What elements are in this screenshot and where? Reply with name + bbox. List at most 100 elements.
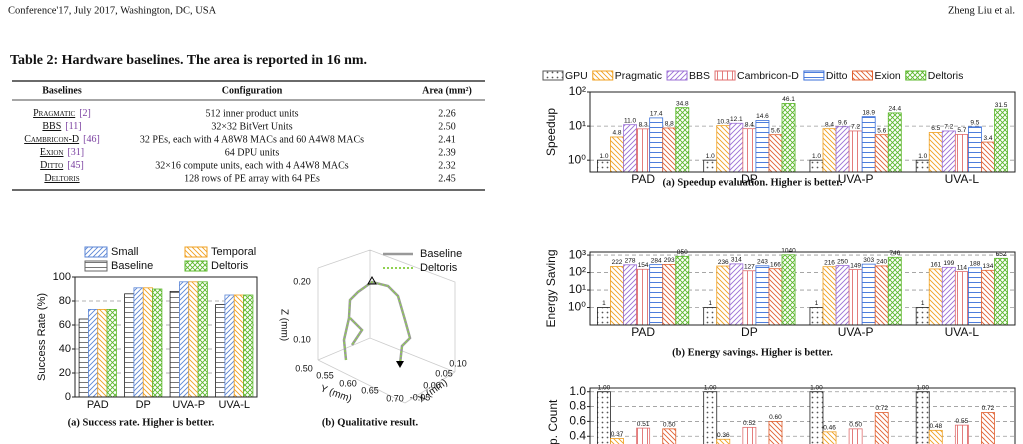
bar [968,267,982,326]
bar [623,264,637,326]
plot-frame [589,387,1016,444]
value-label: 114 [957,264,968,271]
value-label: 0.50 [663,422,676,429]
figure-caption: (a) Speedup evaluation. Higher is better… [663,177,843,188]
value-label: 243 [757,259,768,266]
area: 2.45 [438,173,456,184]
value-label: 1.0 [812,153,821,160]
bar [768,134,783,173]
bar [597,391,611,444]
bar [649,117,664,173]
value-label: 5.6 [771,127,780,134]
value-label: 1 [602,300,606,307]
value-label: 8.4 [745,121,754,128]
baseline-name: Deltoris [44,173,79,184]
figure-caption: (b) Energy savings. Higher is better. [672,347,833,358]
bar [887,112,902,173]
value-label: 0.52 [743,420,756,427]
x-tick-label: PAD [631,325,655,339]
y-tick-label: 20 [59,367,71,379]
value-label: 166 [770,261,781,268]
bar [597,307,611,326]
value-label: 134 [983,263,994,270]
deltoris-trajectory [343,281,411,365]
bar [954,424,969,444]
value-label: 31.5 [995,102,1008,109]
value-label: 0.48 [929,423,942,430]
value-label: 0.37 [611,431,624,438]
value-label: 1 [708,300,712,307]
bar [928,132,943,173]
bar [636,128,651,173]
value-label: 1.0 [599,153,608,160]
bar [610,438,624,444]
y-tick-label: 0.8 [569,399,586,413]
bar [874,265,889,326]
y-tick-label: 40 [59,343,71,355]
configuration: 32×32 BitVert Units [211,121,292,132]
bar [809,159,824,173]
bar [124,293,135,398]
baseline-name-cell: BBS [11] [42,121,81,132]
start-marker [367,275,377,285]
plot-frame [589,91,1016,173]
bar [662,263,677,326]
value-label: 284 [651,257,662,264]
table: Baselines Configuration Area (mm²) Pragmati… [12,80,485,191]
y-tick-label: 0.4 [569,428,586,442]
bar [106,308,117,398]
citation: [31] [67,147,84,158]
bar [755,265,770,326]
bar [197,281,208,398]
value-label: 278 [625,258,636,265]
bar [703,391,718,444]
qualitative-plot [317,249,456,404]
bar [142,287,153,398]
baseline-name-cell: Ditto [45] [40,160,84,171]
bar [994,257,1008,326]
y-tick-label: 10³ [569,247,586,261]
bar [610,136,624,173]
bar [848,269,863,326]
bar [729,122,744,173]
y-tick-label: 10¹ [569,282,586,296]
legend-label: Exion [875,70,901,82]
y-tick-label: 60 [59,319,71,331]
y-tick-label: 100 [53,271,71,283]
value-label: 18.9 [862,109,875,116]
legend-swatch [714,70,736,81]
legend-label: Ditto [826,70,848,82]
baseline-name-cell: Cambricon-D [46] [24,134,100,145]
legend-label: Temporal [211,246,256,258]
bar [768,268,783,326]
legend-swatch [542,70,564,81]
bar [188,281,199,398]
bar [809,391,824,444]
legend-label: Small [111,246,139,258]
x-tick-label: 0.10 [449,358,467,368]
legend-label: Pragmatic [615,70,662,82]
citation: [46] [83,134,100,145]
bar [636,268,651,326]
legend-swatch [84,260,108,272]
legend-swatch [666,70,688,81]
baseline-trajectory [342,280,412,365]
legend-swatch [852,70,873,81]
legend-swatch [184,246,208,258]
baseline-name-cell: Pragmatic [2] [33,108,91,119]
bar [941,130,956,173]
y-axis-label: Success Rate (%) [36,293,48,381]
value-label: 11.0 [624,117,637,124]
bar [835,265,850,326]
y-tick-label: 10⁰ [568,300,586,314]
value-label: 34.8 [676,100,689,107]
configuration: 512 inner product units [205,108,298,119]
y-tick-label: 0.70 [386,393,404,403]
value-label: 5.7 [957,127,966,134]
bar [179,281,190,398]
configuration: 32×16 compute units, each with 4 A4W8 MA… [155,160,349,171]
legend-label: Deltoris [928,70,964,82]
x-tick-label: UVA-L [945,325,980,339]
x-tick-label: UVA-L [218,399,250,411]
bar [809,307,824,326]
